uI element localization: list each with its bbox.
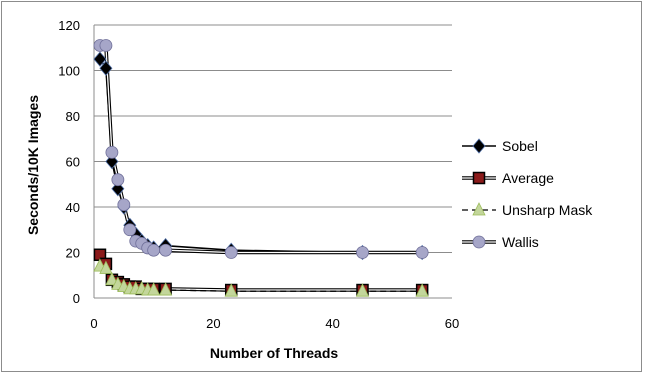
data-point-wallis — [105, 145, 119, 159]
series-lines — [98, 43, 423, 292]
data-point-wallis — [159, 243, 173, 257]
legend-item-sobel: Sobel — [462, 138, 538, 154]
y-tick-label: 80 — [66, 109, 80, 124]
legend-item-unsharp-mask: Unsharp Mask — [462, 202, 593, 218]
data-point-wallis — [415, 246, 429, 259]
x-axis-label: Number of Threads — [210, 345, 339, 361]
x-tick-label: 40 — [325, 316, 339, 331]
legend-label-sobel: Sobel — [502, 138, 538, 154]
data-point-unsharp-mask — [99, 260, 113, 274]
data-point-wallis — [117, 198, 131, 212]
legend-item-average: Average — [462, 170, 554, 186]
x-tick-label: 20 — [206, 316, 220, 331]
y-tick-label: 100 — [58, 64, 80, 79]
data-point-wallis — [111, 173, 125, 187]
data-point-unsharp-mask — [158, 282, 173, 296]
data-point-unsharp-mask — [355, 283, 370, 297]
data-point-wallis — [99, 39, 113, 52]
legend-item-wallis: Wallis — [462, 234, 539, 250]
data-point-wallis — [147, 243, 161, 257]
chart-frame: 0 20 40 60 80 100 120 0 20 40 60 Number of Thread… — [1, 1, 642, 372]
data-point-wallis — [356, 246, 369, 259]
y-tick-label: 0 — [73, 291, 80, 306]
legend: Sobel Average Unsharp Mask Wallis — [462, 138, 593, 250]
x-tick-label: 60 — [445, 316, 459, 331]
data-point-unsharp-mask — [415, 283, 429, 297]
data-point-wallis — [224, 246, 238, 259]
data-point-unsharp-mask — [147, 282, 161, 296]
legend-marker-sobel — [472, 138, 486, 154]
series-markers — [93, 39, 429, 297]
x-tick-label: 0 — [90, 316, 97, 331]
y-tick-label: 120 — [58, 18, 80, 33]
y-axis-label: Seconds/10K Images — [25, 95, 41, 235]
series-line-wallis-inner — [100, 44, 423, 254]
data-point-sobel — [99, 60, 113, 76]
data-point-unsharp-mask — [105, 271, 119, 286]
y-tick-label: 40 — [66, 200, 80, 215]
legend-marker-wallis — [472, 235, 486, 249]
data-point-wallis — [123, 223, 137, 237]
legend-marker-average — [472, 171, 486, 185]
series-line-wallis — [100, 43, 423, 255]
y-tick-labels: 0 20 40 60 80 100 120 — [58, 18, 80, 306]
line-chart: 0 20 40 60 80 100 120 0 20 40 60 Number of Thread… — [25, 18, 593, 361]
y-tick-label: 60 — [66, 155, 80, 170]
series-line-sobel — [99, 58, 423, 254]
data-point-unsharp-mask — [224, 283, 238, 297]
x-tick-labels: 0 20 40 60 — [90, 316, 459, 331]
gridlines — [94, 24, 452, 253]
legend-label-average: Average — [502, 170, 554, 186]
legend-label-unsharp-mask: Unsharp Mask — [502, 202, 593, 218]
y-tick-label: 20 — [66, 246, 80, 261]
legend-label-wallis: Wallis — [502, 234, 539, 250]
legend-marker-unsharp-mask — [472, 202, 486, 216]
data-point-sobel — [93, 51, 107, 67]
